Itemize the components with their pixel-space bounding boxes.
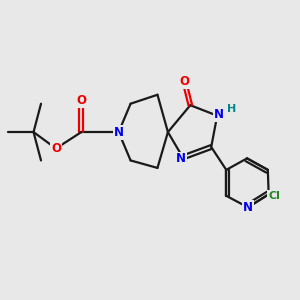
Text: O: O xyxy=(76,94,86,107)
Text: N: N xyxy=(114,126,124,139)
Text: O: O xyxy=(51,142,61,155)
Text: Cl: Cl xyxy=(268,191,280,201)
Text: N: N xyxy=(176,152,186,166)
Text: H: H xyxy=(227,104,237,114)
Text: O: O xyxy=(179,75,189,88)
Text: N: N xyxy=(243,201,253,214)
Text: N: N xyxy=(214,108,224,121)
